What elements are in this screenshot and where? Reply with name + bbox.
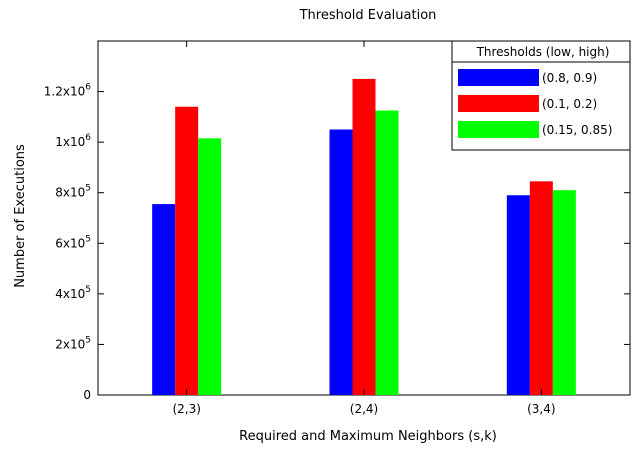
y-tick-exponent: 5 bbox=[85, 184, 91, 194]
bar bbox=[152, 204, 176, 395]
y-tick-label: 1.2x106 bbox=[44, 83, 91, 99]
y-tick-mantissa: 8x10 bbox=[55, 186, 85, 200]
legend-swatch bbox=[458, 69, 539, 86]
y-tick-exponent: 6 bbox=[85, 133, 91, 143]
y-tick-label: 2x105 bbox=[55, 335, 91, 351]
y-tick-mantissa: 1x10 bbox=[55, 135, 85, 149]
y-tick-mantissa: 0 bbox=[83, 388, 91, 402]
legend-label: (0.8, 0.9) bbox=[542, 71, 597, 85]
y-axis-label: Number of Executions bbox=[13, 144, 28, 288]
y-tick-exponent: 5 bbox=[85, 285, 91, 295]
y-tick-mantissa: 1.2x10 bbox=[44, 85, 85, 99]
x-tick-label: (2,4) bbox=[350, 402, 378, 416]
legend-swatch bbox=[458, 121, 539, 138]
y-tick-label: 8x105 bbox=[55, 184, 91, 200]
bar bbox=[506, 195, 530, 395]
bar bbox=[329, 129, 353, 395]
bar bbox=[198, 138, 222, 395]
y-tick-exponent: 5 bbox=[85, 234, 91, 244]
x-tick-label: (2,3) bbox=[172, 402, 200, 416]
x-axis-label: Required and Maximum Neighbors (s,k) bbox=[239, 429, 497, 444]
bar bbox=[552, 190, 576, 395]
legend-swatch bbox=[458, 95, 539, 112]
y-tick-exponent: 5 bbox=[85, 335, 91, 345]
legend-label: (0.15, 0.85) bbox=[542, 123, 612, 137]
bar bbox=[175, 106, 199, 395]
chart-title: Threshold Evaluation bbox=[299, 8, 437, 23]
legend-title: Thresholds (low, high) bbox=[476, 45, 610, 59]
y-tick-label: 0 bbox=[83, 388, 91, 402]
x-tick-label: (3,4) bbox=[527, 402, 555, 416]
legend: Thresholds (low, high) (0.8, 0.9) (0.1, 0.… bbox=[451, 40, 631, 151]
bar bbox=[529, 181, 553, 395]
bar bbox=[352, 78, 376, 395]
bar bbox=[375, 110, 399, 396]
y-tick-mantissa: 4x10 bbox=[55, 287, 85, 301]
legend-label: (0.1, 0.2) bbox=[542, 97, 597, 111]
y-tick-label: 4x105 bbox=[55, 285, 91, 301]
y-tick-mantissa: 2x10 bbox=[55, 337, 85, 351]
y-tick-mantissa: 6x10 bbox=[55, 236, 85, 250]
y-tick-label: 1x106 bbox=[55, 133, 91, 149]
y-tick-exponent: 6 bbox=[85, 83, 91, 93]
y-tick-label: 6x105 bbox=[55, 234, 91, 250]
